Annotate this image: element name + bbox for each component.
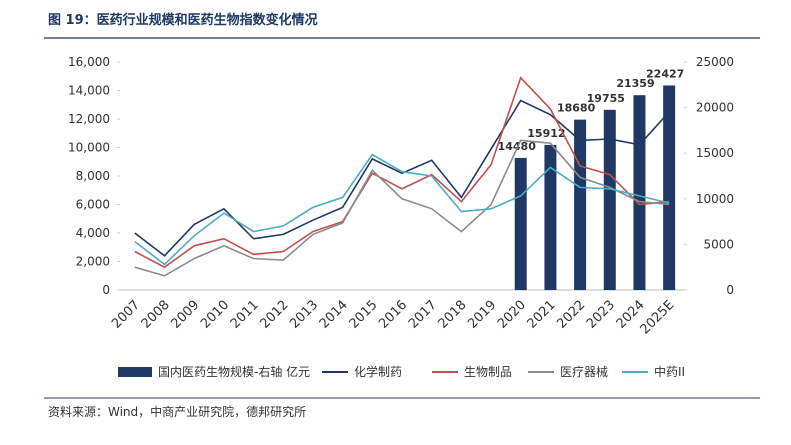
line (134, 153, 670, 266)
y2-tick-label: 0 (726, 283, 734, 297)
bar (514, 157, 527, 290)
legend-swatch (118, 367, 152, 377)
bar-label: 14480 (498, 140, 537, 153)
x-tick-label: 2019 (465, 298, 499, 332)
y-tick-label: 2,000 (76, 255, 110, 269)
y2-tick-label: 10000 (696, 192, 734, 206)
legend-label: 国内医药生物规模-右轴 亿元 (158, 364, 310, 379)
x-tick-label: 2021 (525, 298, 559, 332)
x-tick-label: 2016 (376, 298, 410, 332)
y-tick-label: 16,000 (68, 55, 110, 69)
bar (663, 85, 676, 290)
x-tick-label: 2012 (257, 298, 291, 332)
legend-label: 医疗器械 (560, 364, 608, 379)
bar (574, 119, 587, 290)
bar-label: 19755 (587, 92, 625, 105)
x-tick-label: 2020 (495, 298, 529, 332)
bar (633, 95, 646, 290)
line (134, 139, 670, 277)
y-tick-label: 8,000 (76, 169, 110, 183)
legend-label: 生物制品 (464, 365, 512, 379)
source: 资料来源：Wind，中商产业研究院，德邦研究所 (48, 404, 306, 419)
x-tick-label: 2017 (406, 298, 440, 332)
bar (544, 144, 557, 290)
x-tick-label: 2009 (168, 298, 202, 332)
y2-tick-label: 25000 (696, 55, 734, 69)
bar-label: 21359 (616, 77, 654, 90)
y-tick-label: 6,000 (76, 198, 110, 212)
x-tick-label: 2007 (109, 298, 143, 332)
legend-label: 中药II (654, 364, 685, 379)
y-tick-label: 12,000 (68, 112, 110, 126)
x-tick-label: 2011 (228, 298, 262, 332)
x-tick-label: 2025E (638, 298, 678, 338)
line (134, 76, 670, 269)
y-tick-label: 0 (102, 283, 110, 297)
y2-tick-label: 5000 (703, 237, 734, 251)
x-tick-label: 2022 (554, 298, 588, 332)
x-tick-label: 2008 (139, 298, 173, 332)
x-tick-label: 2014 (317, 298, 351, 332)
bar-label: 18680 (557, 102, 596, 115)
y2-tick-label: 15000 (696, 146, 734, 160)
y-tick-label: 4,000 (76, 226, 110, 240)
x-tick-label: 2023 (584, 298, 618, 332)
legend-label: 化学制药 (354, 364, 402, 379)
line (134, 99, 670, 257)
x-tick-label: 2010 (198, 298, 232, 332)
bar-label: 22427 (646, 67, 684, 80)
chart-title: 图 19：医药行业规模和医药生物指数变化情况 (48, 12, 318, 28)
y-tick-label: 14,000 (68, 84, 110, 98)
y2-tick-label: 20000 (696, 101, 734, 115)
x-tick-label: 2015 (347, 298, 381, 332)
x-tick-label: 2013 (287, 298, 321, 332)
y-tick-label: 10,000 (68, 141, 110, 155)
bar (603, 109, 616, 290)
x-tick-label: 2018 (436, 298, 470, 332)
bar-label: 15912 (527, 127, 565, 140)
